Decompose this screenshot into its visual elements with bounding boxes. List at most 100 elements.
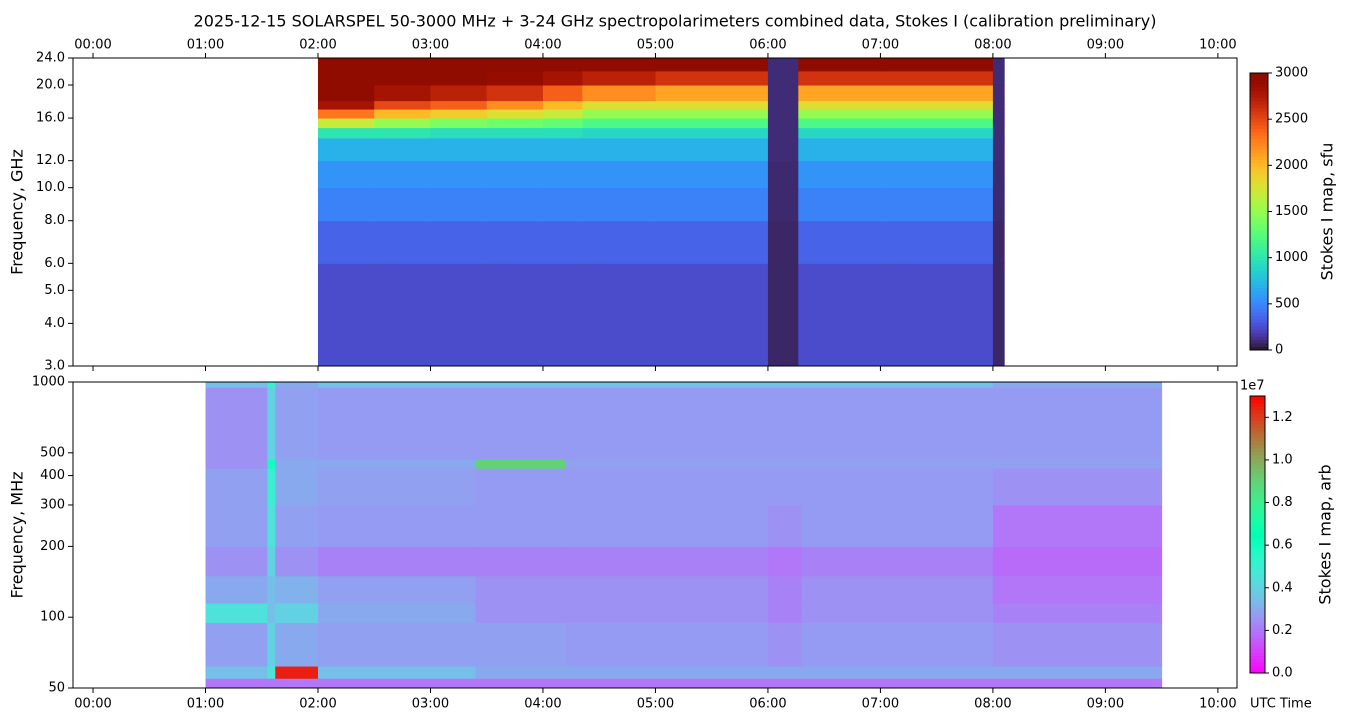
colorbar-strip [1250, 413, 1265, 418]
colorbar-strip [1250, 339, 1268, 344]
colorbar-strip [1250, 589, 1265, 594]
heatmap-cell [267, 666, 276, 679]
heatmap-cell [430, 109, 488, 119]
colorbar-strip [1250, 152, 1268, 157]
colorbar-strip [1250, 259, 1268, 264]
colorbar-tick-label: 500 [1275, 296, 1300, 311]
heatmap-cell [275, 622, 319, 667]
heatmap-cell [267, 602, 276, 623]
heatmap-cell [486, 160, 544, 189]
heatmap-cell [317, 546, 476, 577]
heatmap-cell [486, 109, 544, 119]
heatmap-cell [430, 70, 488, 86]
heatmap-cell [374, 220, 431, 264]
y-tick-label: 400 [40, 468, 65, 483]
heatmap-cell [767, 546, 803, 577]
heatmap-cell [880, 85, 994, 102]
heatmap-cell [801, 387, 994, 460]
heatmap-cell [767, 678, 803, 689]
colorbar-strip [1250, 280, 1268, 285]
colorbar-strip [1250, 346, 1268, 351]
colorbar-strip [1250, 551, 1265, 556]
colorbar-tick-label: 0.8 [1272, 495, 1293, 510]
y-tick-label: 12.0 [36, 153, 65, 168]
colorbar-strip [1250, 79, 1268, 84]
heatmap-cell [565, 602, 769, 623]
heatmap-cell [542, 263, 583, 367]
colorbar-strip [1250, 655, 1265, 660]
colorbar-tick-label: 1000 [1275, 250, 1308, 265]
heatmap-cell [430, 100, 488, 110]
x-tick-label: 05:00 [637, 697, 674, 712]
y-tick-label: 8.0 [44, 213, 65, 228]
colorbar-strip [1250, 253, 1268, 258]
x-axis-label: UTC Time [1250, 697, 1312, 712]
heatmap-cell [880, 160, 994, 189]
colorbar-strip [1250, 416, 1265, 421]
colorbar-strip [1250, 93, 1268, 98]
colorbar-strip [1250, 97, 1268, 102]
colorbar-strip [1250, 562, 1265, 567]
heatmap-cell [992, 602, 1163, 623]
colorbar-strip [1250, 576, 1265, 581]
heatmap-cell [655, 187, 769, 222]
x-tick-label: 01:00 [187, 697, 224, 712]
y-tick-label: 300 [40, 497, 65, 512]
colorbar-strip [1250, 315, 1268, 320]
heatmap-cell [565, 382, 769, 388]
heatmap-cell [486, 100, 544, 110]
heatmap-cell [880, 127, 994, 139]
heatmap-cell [880, 187, 994, 222]
x-tick-label: 10:00 [1199, 38, 1236, 53]
colorbar-strip [1250, 461, 1265, 466]
colorbar-strip [1250, 427, 1265, 432]
heatmap-cell [655, 118, 769, 129]
colorbar-strip [1250, 565, 1265, 570]
heatmap-cell [374, 187, 431, 222]
colorbar-strip [1250, 399, 1265, 404]
heatmap-cell [267, 382, 276, 388]
colorbar-strip [1250, 100, 1268, 105]
heatmap-cell [205, 504, 268, 547]
colorbar-strip [1250, 128, 1268, 133]
heatmap-cell [542, 58, 583, 72]
heatmap-cell [430, 263, 488, 367]
colorbar-strip [1250, 430, 1265, 435]
heatmap-cell [486, 85, 544, 102]
colorbar-strip [1250, 235, 1268, 240]
colorbar-tick-label: 3000 [1275, 66, 1308, 81]
colorbar-strip [1250, 669, 1265, 674]
colorbar-strip [1250, 256, 1268, 261]
x-tick-label: 06:00 [749, 697, 786, 712]
y-tick-label: 6.0 [44, 256, 65, 271]
heatmap-cell [992, 459, 1163, 469]
colorbar-strip [1250, 537, 1265, 542]
heatmap-cell [582, 263, 656, 367]
colorbar-strip [1250, 444, 1265, 449]
colorbar-strip [1250, 482, 1265, 487]
heatmap-cell [655, 220, 769, 264]
heatmap-cell [486, 58, 544, 72]
colorbar-strip [1250, 138, 1268, 143]
heatmap-cell [205, 382, 268, 388]
heatmap-cell [430, 58, 488, 72]
x-tick-label: 07:00 [862, 697, 899, 712]
colorbar-strip [1250, 610, 1265, 615]
heatmap-cell [655, 160, 769, 189]
heatmap-cell [655, 263, 769, 367]
heatmap-cell [992, 58, 1005, 72]
heatmap-cell [267, 678, 276, 689]
colorbar-strip [1250, 221, 1268, 226]
heatmap-cell [992, 382, 1163, 388]
heatmap-cell [267, 546, 276, 577]
colorbar-strip [1250, 465, 1265, 470]
heatmap-cell [275, 602, 319, 623]
y-tick-label: 50 [48, 681, 65, 696]
colorbar-tick-label: 0.4 [1272, 580, 1293, 595]
heatmap-cell [475, 459, 566, 469]
colorbar-strip [1250, 263, 1268, 268]
heatmap-cell [767, 118, 799, 129]
heatmap-cell [798, 263, 881, 367]
colorbar-strip [1250, 218, 1268, 223]
heatmap-cell [374, 109, 431, 119]
